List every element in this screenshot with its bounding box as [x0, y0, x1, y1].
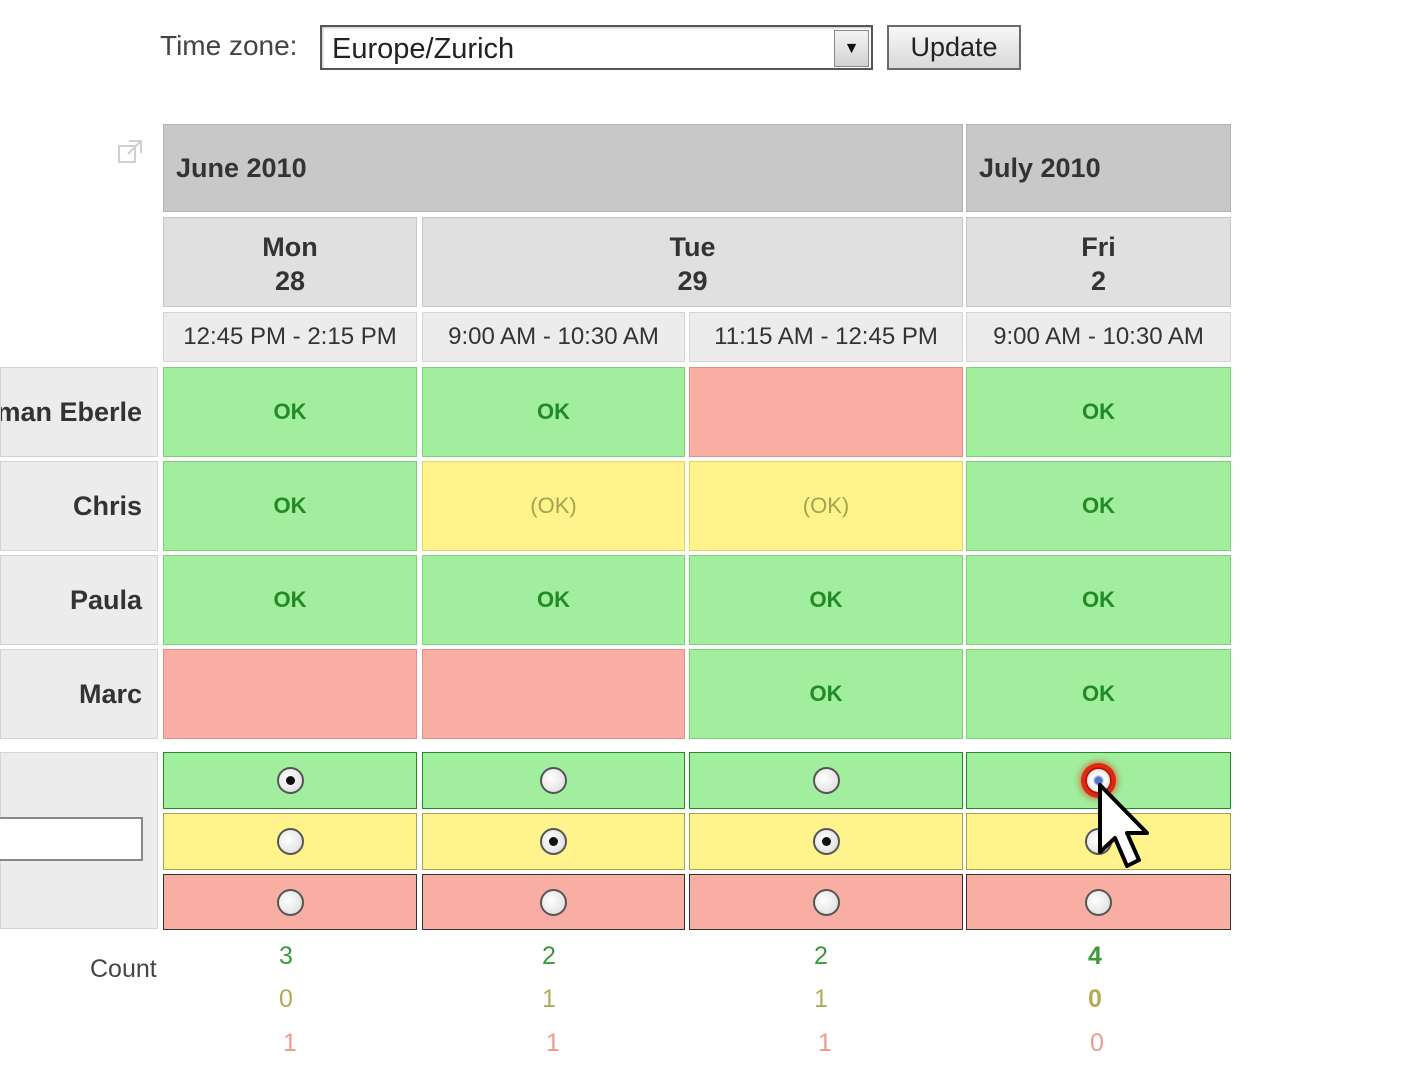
mouse-pointer-icon	[1095, 782, 1165, 877]
yes-radio[interactable]	[276, 767, 304, 794]
no-radio[interactable]	[1085, 888, 1112, 916]
participant-name: Marc	[0, 649, 158, 739]
day-weekday: Tue	[669, 232, 716, 262]
count-no: 0	[1090, 1029, 1104, 1057]
count-yes: 3	[279, 942, 293, 970]
yes-radio[interactable]	[812, 767, 840, 794]
maybe-option-cell	[163, 813, 417, 870]
count-yes: 2	[542, 942, 556, 970]
availability-cell: OK	[966, 461, 1231, 551]
availability-cell: OK	[163, 461, 417, 551]
availability-cell: OK	[966, 555, 1231, 645]
availability-cell	[163, 649, 417, 739]
availability-cell: OK	[966, 649, 1231, 739]
timezone-select[interactable]: Europe/Zurich ▼	[320, 25, 873, 70]
maybe-radio[interactable]	[276, 828, 304, 855]
availability-cell: (OK)	[422, 461, 685, 551]
day-date: 29	[677, 266, 708, 296]
availability-cell: OK	[163, 555, 417, 645]
count-maybe: 1	[542, 985, 556, 1013]
radio-selected-dot	[821, 837, 831, 846]
participant-name: Chris	[0, 461, 158, 551]
no-option-cell	[966, 874, 1231, 930]
update-button[interactable]: Update	[887, 25, 1021, 70]
availability-cell: OK	[966, 367, 1231, 457]
participant-name: man Eberle	[0, 367, 158, 457]
availability-cell: OK	[422, 367, 685, 457]
maybe-radio[interactable]	[540, 828, 567, 855]
count-yes: 2	[814, 942, 828, 970]
day-date: 28	[274, 266, 306, 296]
count-no: 1	[546, 1029, 560, 1057]
availability-cell	[422, 649, 685, 739]
timeslot-header: 12:45 PM - 2:15 PM	[163, 312, 417, 362]
no-option-cell	[422, 874, 685, 930]
count-maybe: 1	[814, 985, 828, 1013]
month-label: July 2010	[979, 152, 1101, 183]
new-participant-name-input[interactable]	[0, 817, 143, 861]
availability-cell: OK	[163, 367, 417, 457]
yes-option-cell	[689, 752, 963, 809]
no-radio[interactable]	[276, 888, 304, 916]
timezone-value: Europe/Zurich	[332, 33, 515, 65]
no-radio[interactable]	[540, 888, 567, 916]
day-weekday: Mon	[262, 232, 318, 262]
participant-name: Paula	[0, 555, 158, 645]
month-header-july: July 2010	[966, 124, 1231, 212]
count-label: Count	[90, 955, 157, 983]
timezone-label: Time zone:	[160, 30, 298, 61]
timeslot-header: 9:00 AM - 10:30 AM	[966, 312, 1231, 362]
month-label: June 2010	[176, 152, 307, 183]
availability-cell: OK	[689, 555, 963, 645]
no-radio[interactable]	[812, 888, 840, 916]
month-header-june: June 2010	[163, 124, 963, 212]
yes-option-cell	[422, 752, 685, 809]
maybe-option-cell	[689, 813, 963, 870]
count-no: 1	[283, 1029, 297, 1057]
availability-cell: OK	[689, 649, 963, 739]
maybe-option-cell	[422, 813, 685, 870]
day-weekday: Fri	[1081, 232, 1116, 262]
availability-cell: OK	[422, 555, 685, 645]
radio-selected-dot	[549, 837, 558, 846]
availability-cell	[689, 367, 963, 457]
day-header: Mon 28	[163, 217, 417, 307]
day-header: Tue 29	[422, 217, 963, 307]
maybe-radio[interactable]	[812, 828, 840, 855]
availability-cell: (OK)	[689, 461, 963, 551]
timeslot-header: 9:00 AM - 10:30 AM	[422, 312, 685, 362]
yes-radio[interactable]	[540, 767, 567, 794]
count-no: 1	[818, 1029, 832, 1057]
day-header: Fri 2	[966, 217, 1231, 307]
no-option-cell	[163, 874, 417, 930]
external-link-icon[interactable]	[116, 138, 144, 173]
chevron-down-icon[interactable]: ▼	[834, 30, 869, 67]
yes-option-cell	[163, 752, 417, 809]
no-option-cell	[689, 874, 963, 930]
count-yes: 4	[1088, 942, 1102, 970]
day-date: 2	[1090, 266, 1107, 296]
timeslot-header: 11:15 AM - 12:45 PM	[689, 312, 963, 362]
count-maybe: 0	[279, 985, 293, 1013]
radio-selected-dot	[285, 776, 295, 785]
count-maybe: 0	[1088, 985, 1102, 1013]
